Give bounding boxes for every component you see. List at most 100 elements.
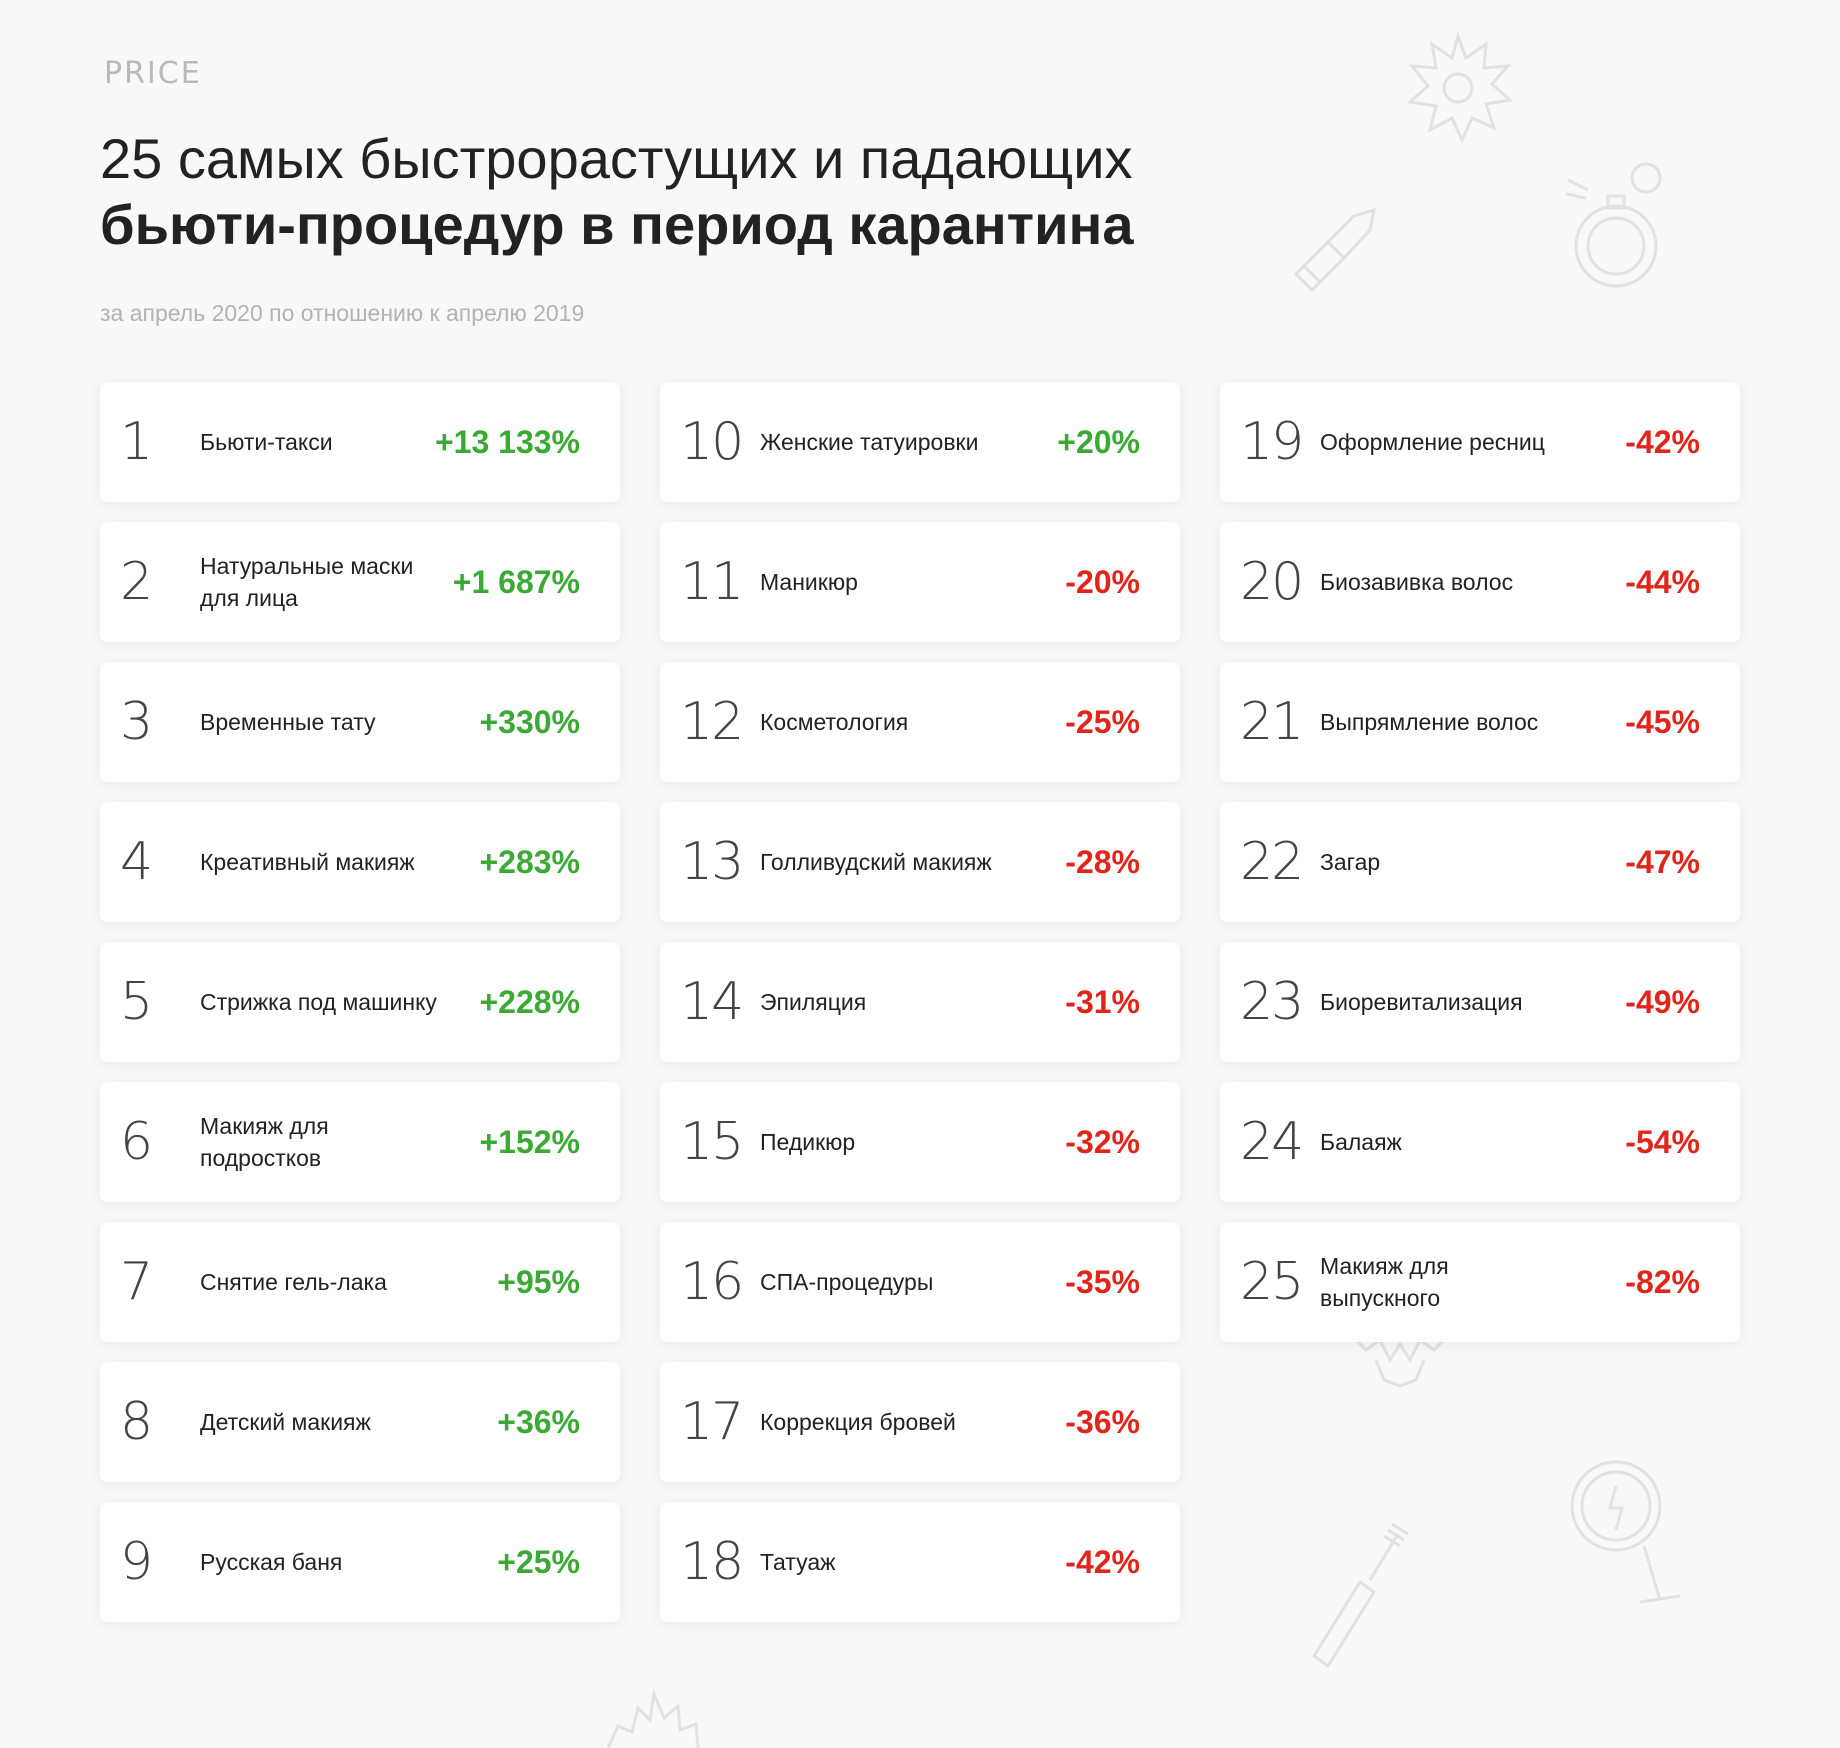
flower-icon xyxy=(1406,31,1514,144)
ranking-card: 2 Натуральные маски для лица +1 687% xyxy=(100,522,620,642)
rank-number: 9 xyxy=(120,1532,153,1592)
change-value: -44% xyxy=(1625,564,1700,600)
rank-number: 15 xyxy=(680,1112,744,1172)
change-value: -32% xyxy=(1065,1124,1140,1160)
change-value: -35% xyxy=(1065,1264,1140,1300)
page-title: 25 самых быстрорастущих и падающих бьюти… xyxy=(100,126,1300,258)
rank-number: 13 xyxy=(680,832,744,892)
procedure-name: Стрижка под машинку xyxy=(200,989,437,1015)
ranking-card: 15 Педикюр -32% xyxy=(660,1082,1180,1202)
ranking-card: 13 Голливудский макияж -28% xyxy=(660,802,1180,922)
ranking-card: 9 Русская баня +25% xyxy=(100,1502,620,1622)
ranking-card: 4 Креативный макияж +283% xyxy=(100,802,620,922)
change-value: +1 687% xyxy=(452,564,580,600)
procedure-name: Снятие гель-лака xyxy=(200,1269,387,1295)
procedure-name: Маникюр xyxy=(760,569,858,595)
rank-number: 3 xyxy=(120,692,153,752)
procedure-name: Временные тату xyxy=(200,709,376,735)
rank-number: 20 xyxy=(1240,552,1304,612)
rank-number: 1 xyxy=(120,412,153,472)
rank-number: 25 xyxy=(1240,1252,1304,1312)
ranking-card: 23 Биоревитализация -49% xyxy=(1220,942,1740,1062)
flower-icon xyxy=(606,1688,700,1748)
title-line-1: 25 самых быстрорастущих и падающих xyxy=(100,127,1133,190)
change-value: +13 133% xyxy=(434,424,580,460)
ranking-card: 7 Снятие гель-лака +95% xyxy=(100,1222,620,1342)
rank-number: 19 xyxy=(1240,412,1304,472)
procedure-name: Русская баня xyxy=(200,1549,343,1575)
rank-number: 6 xyxy=(120,1112,153,1172)
rank-number: 14 xyxy=(680,972,744,1032)
perfume-icon xyxy=(1565,162,1662,288)
procedure-name: Загар xyxy=(1320,849,1381,875)
ranking-card: 8 Детский макияж +36% xyxy=(100,1362,620,1482)
change-value: -82% xyxy=(1625,1264,1700,1300)
rank-number: 5 xyxy=(120,972,153,1032)
change-value: -28% xyxy=(1065,844,1140,880)
change-value: -36% xyxy=(1065,1404,1140,1440)
procedure-name: Эпиляция xyxy=(760,989,867,1015)
rank-number: 11 xyxy=(680,552,744,612)
procedure-name: Макияж для выпускного xyxy=(1320,1253,1449,1311)
rank-number: 2 xyxy=(120,552,153,612)
rank-number: 16 xyxy=(680,1252,744,1312)
procedure-name: Биоревитализация xyxy=(1320,989,1523,1015)
ranking-card: 11 Маникюр -20% xyxy=(660,522,1180,642)
rank-number: 21 xyxy=(1240,692,1304,752)
procedure-name: Оформление ресниц xyxy=(1320,429,1545,455)
ranking-card: 22 Загар -47% xyxy=(1220,802,1740,922)
rank-number: 24 xyxy=(1240,1112,1304,1172)
change-value: +25% xyxy=(497,1544,580,1580)
mascara-icon xyxy=(1311,1522,1409,1669)
change-value: -20% xyxy=(1065,564,1140,600)
change-value: -42% xyxy=(1625,424,1700,460)
ranking-card: 14 Эпиляция -31% xyxy=(660,942,1180,1062)
ranking-card: 12 Косметология -25% xyxy=(660,662,1180,782)
ranking-card: 19 Оформление ресниц -42% xyxy=(1220,382,1740,502)
ranking-card: 21 Выпрямление волос -45% xyxy=(1220,662,1740,782)
procedure-name: Балаяж xyxy=(1320,1129,1402,1155)
change-value: +152% xyxy=(479,1124,580,1160)
change-value: +283% xyxy=(479,844,580,880)
logo: PRICE xyxy=(104,56,202,91)
change-value: -49% xyxy=(1625,984,1700,1020)
ranking-card: 17 Коррекция бровей -36% xyxy=(660,1362,1180,1482)
change-value: -25% xyxy=(1065,704,1140,740)
rank-number: 23 xyxy=(1240,972,1304,1032)
change-value: +95% xyxy=(497,1264,580,1300)
change-value: -42% xyxy=(1065,1544,1140,1580)
rank-number: 17 xyxy=(680,1392,744,1452)
procedure-name: Татуаж xyxy=(760,1549,836,1575)
change-value: -45% xyxy=(1625,704,1700,740)
ranking-card: 24 Балаяж -54% xyxy=(1220,1082,1740,1202)
change-value: +228% xyxy=(479,984,580,1020)
rank-number: 8 xyxy=(120,1392,153,1452)
change-value: +330% xyxy=(479,704,580,740)
procedure-name: Педикюр xyxy=(760,1129,856,1155)
rank-number: 7 xyxy=(120,1252,153,1312)
lipstick-icon xyxy=(1293,207,1376,293)
ranking-card: 10 Женские татуировки +20% xyxy=(660,382,1180,502)
ranking-card: 16 СПА-процедуры -35% xyxy=(660,1222,1180,1342)
procedure-name: Коррекция бровей xyxy=(760,1409,956,1435)
mirror-icon xyxy=(1570,1460,1681,1604)
page-subtitle: за апрель 2020 по отношению к апрелю 201… xyxy=(100,300,585,326)
procedure-name: Выпрямление волос xyxy=(1320,709,1539,735)
ranking-card: 25 Макияж для выпускного -82% xyxy=(1220,1222,1740,1342)
procedure-name: Макияж для подростков xyxy=(200,1113,329,1171)
ranking-card: 3 Временные тату +330% xyxy=(100,662,620,782)
flower-icon xyxy=(1348,1332,1452,1388)
ranking-grid: 1 Бьюти-такси +13 133% 2 Натуральные маски д… xyxy=(100,382,1740,1622)
procedure-name: Косметология xyxy=(760,709,909,735)
ranking-card: 5 Стрижка под машинку +228% xyxy=(100,942,620,1062)
procedure-name: Голливудский макияж xyxy=(760,849,992,875)
rank-number: 18 xyxy=(680,1532,744,1592)
rank-number: 4 xyxy=(120,832,153,892)
rank-number: 22 xyxy=(1240,832,1304,892)
procedure-name: Биозавивка волос xyxy=(1320,569,1514,595)
change-value: -54% xyxy=(1625,1124,1700,1160)
change-value: +36% xyxy=(497,1404,580,1440)
procedure-name: Креативный макияж xyxy=(200,849,415,875)
procedure-name: Бьюти-такси xyxy=(200,429,333,455)
change-value: -31% xyxy=(1065,984,1140,1020)
